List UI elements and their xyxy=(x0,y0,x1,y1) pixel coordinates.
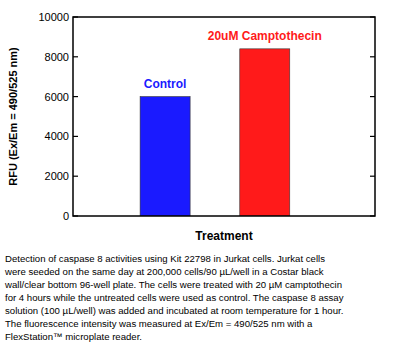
y-tick xyxy=(73,96,78,97)
caption-line: were seeded on the same day at 200,000 c… xyxy=(4,266,324,277)
plot-frame xyxy=(73,17,375,216)
category-label: 20uM Camptothecin xyxy=(208,29,322,43)
y-tick xyxy=(370,136,375,137)
caption-line: The fluorescence intensity was measured … xyxy=(5,318,313,329)
y-tick xyxy=(73,56,78,57)
caption-line: Detection of caspase 8 activities using … xyxy=(5,253,325,264)
bar xyxy=(240,49,290,216)
y-tick xyxy=(370,16,375,17)
y-tick xyxy=(73,16,78,17)
y-tick xyxy=(370,96,375,97)
y-tick-label: 0 xyxy=(63,210,69,222)
y-tick-label: 6000 xyxy=(45,91,69,103)
y-tick xyxy=(73,215,78,216)
y-tick-label: 4000 xyxy=(45,130,69,142)
category-label: Control xyxy=(144,77,187,91)
y-tick-label: 2000 xyxy=(45,170,69,182)
caption-line: FlexStation™ microplate reader. xyxy=(5,331,142,342)
bar xyxy=(140,97,190,216)
x-axis-label: Treatment xyxy=(195,229,252,243)
y-tick-label: 10000 xyxy=(38,11,69,23)
caption-line: for 4 hours while the untreated cells we… xyxy=(5,292,344,303)
y-tick xyxy=(73,136,78,137)
caption-line: wall/clear bottom 96-well plate. The cel… xyxy=(4,279,342,290)
caption-line: solution (100 µL/well) was added and inc… xyxy=(5,305,343,316)
bars xyxy=(140,49,290,216)
chart: 0 2000 4000 6000 8000 10000 Control 20uM Campto… xyxy=(0,0,413,354)
y-tick xyxy=(370,56,375,57)
y-tick-label: 8000 xyxy=(45,51,69,63)
y-tick xyxy=(370,176,375,177)
y-tick xyxy=(370,215,375,216)
y-axis-label: RFU (Ex/Em = 490/525 nm) xyxy=(7,47,19,186)
y-tick xyxy=(73,176,78,177)
